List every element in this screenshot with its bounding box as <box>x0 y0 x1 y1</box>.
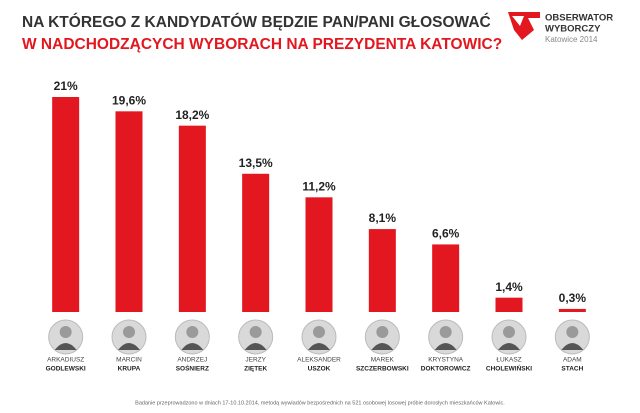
photo-head <box>59 326 72 338</box>
candidate-first-name: MARCIN <box>116 357 142 364</box>
candidate-first-name: ARKADIUSZ <box>47 357 84 364</box>
bar <box>368 229 396 312</box>
value-label: 11,2% <box>302 180 336 194</box>
value-label: 18,2% <box>175 108 209 122</box>
footnote: Badanie przeprowadzono w dniach 17-10.10… <box>135 400 505 406</box>
candidate-first-name: JERZY <box>245 357 266 364</box>
logo-name: WYBORCZY <box>545 24 601 35</box>
candidate-last-name: STACH <box>561 366 583 373</box>
value-label: 6,6% <box>432 227 460 241</box>
photo-body <box>244 343 267 350</box>
value-label: 8,1% <box>369 211 397 225</box>
logo-name: OBSERWATOR <box>545 13 613 24</box>
value-label: 19,6% <box>112 94 146 108</box>
photo-body <box>498 343 520 350</box>
logo: OBSERWATOR WYBORCZY Katowice 2014 <box>508 12 613 44</box>
bar <box>495 297 523 312</box>
bar <box>115 111 143 312</box>
candidate-first-name: ADAM <box>563 357 582 364</box>
photo-head <box>566 326 579 338</box>
photo-body <box>434 343 457 350</box>
candidate-last-name: SOŚNIERZ <box>176 364 209 373</box>
photo-body <box>371 343 394 350</box>
bar <box>242 173 270 312</box>
candidate-first-name: ANDRZEJ <box>177 357 207 364</box>
photo-body <box>181 343 204 350</box>
photo-body <box>308 343 330 350</box>
bar <box>52 97 80 312</box>
value-label: 1,4% <box>495 280 523 294</box>
photo-head <box>313 326 325 338</box>
candidate-last-name: ZIĘTEK <box>244 366 267 373</box>
candidate-last-name: KRUPA <box>118 366 141 373</box>
photo-head <box>376 326 389 338</box>
value-label: 13,5% <box>239 156 273 170</box>
logo-subtitle: Katowice 2014 <box>545 35 598 44</box>
bar <box>305 197 333 312</box>
bar <box>558 308 586 312</box>
title-line-1: NA KTÓREGO Z KANDYDATÓW BĘDZIE PAN/PANI … <box>22 13 491 31</box>
photo-head <box>186 326 199 338</box>
candidate-last-name: GODLEWSKI <box>46 366 86 373</box>
photo-head <box>249 326 262 338</box>
candidate-last-name: SZCZERBOWSKI <box>356 366 409 373</box>
photo-head <box>503 326 515 338</box>
candidate-first-name: ŁUKASZ <box>496 357 521 364</box>
candidate-last-name: DOKTOROWICZ <box>421 366 471 373</box>
title-line-2: W NADCHODZĄCYCH WYBORACH NA PREZYDENTA K… <box>22 36 502 53</box>
logo-icon-detail <box>512 16 524 26</box>
photo-body <box>118 343 140 350</box>
photo-body <box>54 343 77 350</box>
bar <box>432 244 460 312</box>
candidate-first-name: ALEKSANDER <box>297 357 341 364</box>
value-label: 0,3% <box>559 291 587 305</box>
candidate-last-name: CHOLEWIŃSKI <box>486 364 532 373</box>
candidate-first-name: MAREK <box>371 357 395 364</box>
value-label: 21% <box>54 79 78 93</box>
photo-body <box>561 343 584 350</box>
photo-head <box>123 326 135 338</box>
candidate-first-name: KRYSTYNA <box>428 357 464 364</box>
candidate-last-name: USZOK <box>308 366 331 373</box>
bar <box>178 125 206 313</box>
photo-head <box>439 326 452 338</box>
